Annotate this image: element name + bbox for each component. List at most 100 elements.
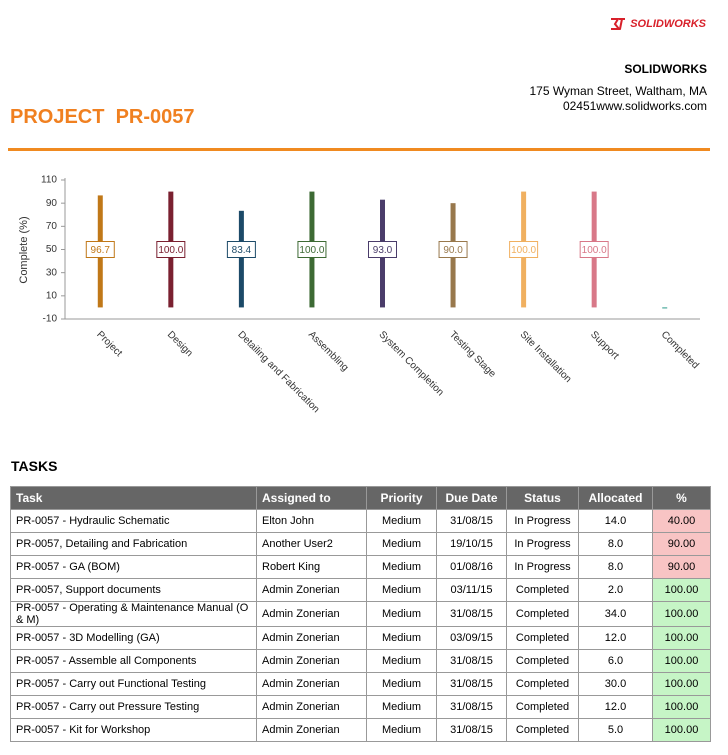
table-cell: Medium bbox=[366, 649, 437, 673]
table-cell: Medium bbox=[366, 555, 437, 579]
y-tick-label: 90 bbox=[46, 198, 58, 209]
table-row: PR-0057 - Operating & Maintenance Manual… bbox=[10, 601, 711, 627]
table-row: PR-0057, Detailing and Fabrication Anothe… bbox=[10, 532, 711, 556]
bar bbox=[662, 307, 668, 309]
table-cell: 6.0 bbox=[578, 649, 653, 673]
table-cell: 03/11/15 bbox=[436, 578, 507, 602]
x-tick-label: Project bbox=[94, 329, 124, 359]
table-cell: 100.00 bbox=[652, 578, 711, 602]
table-cell: 03/09/15 bbox=[436, 626, 507, 650]
y-tick-label: 70 bbox=[46, 221, 58, 232]
table-cell: 8.0 bbox=[578, 555, 653, 579]
table-cell: 31/08/15 bbox=[436, 695, 507, 719]
value-label-box bbox=[226, 241, 256, 258]
table-cell: PR-0057 - 3D Modelling (GA) bbox=[10, 626, 257, 650]
table-cell: Admin Zonerian bbox=[256, 695, 367, 719]
table-cell: Completed bbox=[506, 626, 579, 650]
table-cell: Completed bbox=[506, 695, 579, 719]
table-cell: Medium bbox=[366, 578, 437, 602]
table-cell: PR-0057, Detailing and Fabrication bbox=[10, 532, 257, 556]
table-cell: In Progress bbox=[506, 509, 579, 533]
column-header: Status bbox=[506, 486, 579, 510]
value-label-box bbox=[85, 241, 115, 258]
table-cell: 100.00 bbox=[652, 718, 711, 742]
value-label: 93.0 bbox=[373, 245, 393, 256]
table-cell: Admin Zonerian bbox=[256, 649, 367, 673]
value-label: 100.0 bbox=[158, 245, 183, 256]
table-cell: 19/10/15 bbox=[436, 532, 507, 556]
address: 02451www.solidworks.com bbox=[562, 99, 707, 113]
table-cell: 100.00 bbox=[652, 695, 711, 719]
logo: SOLIDWORKS bbox=[609, 17, 706, 31]
table-cell: Completed bbox=[506, 601, 579, 627]
chart: Complete (%) -10 10 30 50 70 90 110 Project 96.7… bbox=[18, 175, 701, 416]
tasks-table: Task Assigned to Priority Due Date Status All… bbox=[10, 486, 711, 742]
column-header: Priority bbox=[366, 486, 437, 510]
value-label-box bbox=[368, 241, 397, 258]
table-cell: PR-0057 - Assemble all Components bbox=[10, 649, 257, 673]
y-axis-label: Complete (%) bbox=[18, 216, 30, 283]
column-header: Assigned to bbox=[256, 486, 367, 510]
table-cell: In Progress bbox=[506, 532, 579, 556]
table-cell: 12.0 bbox=[578, 695, 653, 719]
header-row: Task Assigned to Priority Due Date Status All… bbox=[10, 486, 711, 510]
table-cell: In Progress bbox=[506, 555, 579, 579]
table-cell: PR-0057 - Kit for Workshop bbox=[10, 718, 257, 742]
table-cell: 01/08/16 bbox=[436, 555, 507, 579]
column-header: Due Date bbox=[436, 486, 507, 510]
table-cell: PR-0057 - Operating & Maintenance Manual… bbox=[10, 601, 257, 627]
table-cell: Completed bbox=[506, 718, 579, 742]
table-row: PR-0057, Support documents Admin Zonerian… bbox=[10, 578, 711, 602]
table-cell: 40.00 bbox=[652, 509, 711, 533]
table-cell: PR-0057 - Carry out Pressure Testing bbox=[10, 695, 257, 719]
table-cell: 30.0 bbox=[578, 672, 653, 696]
y-tick-label: -10 bbox=[43, 314, 58, 325]
table-cell: Elton John bbox=[256, 509, 367, 533]
table-cell: Admin Zonerian bbox=[256, 718, 367, 742]
table-row: PR-0057 - Carry out Functional Testing Ad… bbox=[10, 672, 711, 696]
column-header: Task bbox=[10, 486, 257, 510]
table-row: PR-0057 - Hydraulic Schematic Elton John M… bbox=[10, 509, 711, 533]
table-cell: Admin Zonerian bbox=[256, 626, 367, 650]
table-cell: Medium bbox=[366, 509, 437, 533]
section-heading: TASKS bbox=[11, 458, 58, 474]
x-tick-label: Detailing and Fabrication bbox=[235, 329, 321, 415]
company-name: SOLIDWORKS bbox=[624, 62, 707, 76]
bar bbox=[238, 210, 244, 308]
table-cell: 14.0 bbox=[578, 509, 653, 533]
column-header: % bbox=[652, 486, 711, 510]
value-label-box bbox=[438, 241, 468, 258]
table-cell: 12.0 bbox=[578, 626, 653, 650]
table-cell: 2.0 bbox=[578, 578, 653, 602]
table-cell: 8.0 bbox=[578, 532, 653, 556]
table-cell: 31/08/15 bbox=[436, 718, 507, 742]
x-tick-label: Testing Stage bbox=[447, 329, 498, 380]
table-cell: 31/08/15 bbox=[436, 672, 507, 696]
table-row: PR-0057 - 3D Modelling (GA) Admin Zoneria… bbox=[10, 626, 711, 650]
table-cell: Completed bbox=[506, 578, 579, 602]
table-cell: Admin Zonerian bbox=[256, 578, 367, 602]
logo-icon bbox=[611, 18, 626, 30]
x-tick-label: System Completion bbox=[377, 329, 446, 398]
address: 175 Wyman Street, Waltham, MA bbox=[529, 84, 707, 98]
table-cell: Medium bbox=[366, 695, 437, 719]
value-label: 100.0 bbox=[511, 245, 536, 256]
y-tick-label: 110 bbox=[41, 175, 57, 186]
table-cell: 100.00 bbox=[652, 626, 711, 650]
table-cell: 90.00 bbox=[652, 532, 711, 556]
y-tick-label: 10 bbox=[46, 290, 58, 301]
table-cell: PR-0057 - Hydraulic Schematic bbox=[10, 509, 257, 533]
table-cell: Medium bbox=[366, 718, 437, 742]
x-tick-label: Assembling bbox=[306, 329, 350, 373]
table-cell: 31/08/15 bbox=[436, 509, 507, 533]
value-label-box bbox=[579, 241, 609, 258]
column-header: Allocated bbox=[578, 486, 653, 510]
value-label-box bbox=[156, 241, 186, 258]
table-cell: Another User2 bbox=[256, 532, 367, 556]
table-cell: Completed bbox=[506, 672, 579, 696]
table-cell: 90.00 bbox=[652, 555, 711, 579]
x-tick-label: Completed bbox=[659, 329, 701, 371]
value-label: 83.4 bbox=[232, 245, 252, 256]
logo-text: SOLIDWORKS bbox=[630, 18, 706, 30]
table-row: PR-0057 - Assemble all Components Admin Z… bbox=[10, 649, 711, 673]
